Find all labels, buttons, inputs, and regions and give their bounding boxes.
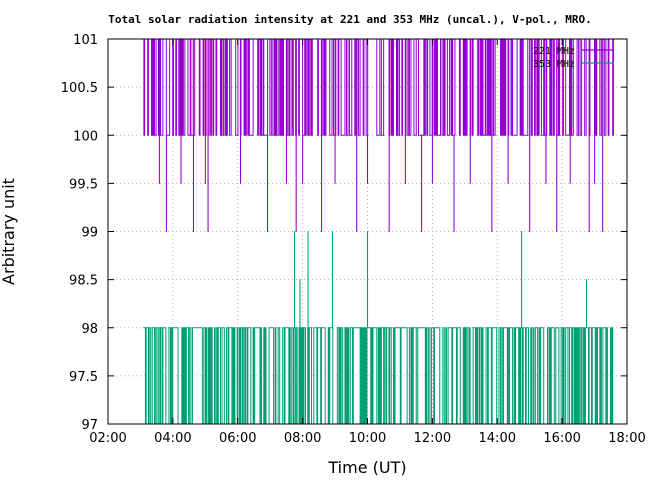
- y-tick-label: 100: [73, 129, 98, 144]
- x-axis-label: Time (UT): [327, 458, 406, 477]
- y-tick-label: 99: [81, 226, 98, 241]
- x-tick-label: 12:00: [414, 431, 451, 446]
- x-tick-label: 10:00: [349, 431, 386, 446]
- y-tick-label: 97: [81, 418, 98, 433]
- axis-ticks: 97 97.5 98 98.5 99 99.5 100 100.5 101 02:00 04:00 0…: [61, 33, 646, 446]
- y-tick-label: 98.5: [69, 274, 98, 289]
- y-tick-label: 97.5: [69, 370, 98, 385]
- y-axis-label: Arbitrary unit: [0, 178, 18, 285]
- x-tick-label: 06:00: [219, 431, 256, 446]
- chart-title: Total solar radiation intensity at 221 a…: [108, 13, 591, 26]
- legend-label: 353 MHz: [533, 59, 575, 70]
- y-tick-label: 100.5: [61, 81, 98, 96]
- legend: 221 MHz 353 MHz: [533, 46, 614, 70]
- x-tick-label: 18:00: [608, 431, 645, 446]
- y-tick-label: 99.5: [69, 177, 98, 192]
- y-tick-label: 98: [81, 322, 98, 337]
- x-tick-label: 02:00: [89, 431, 126, 446]
- legend-label: 221 MHz: [533, 46, 575, 57]
- x-tick-label: 04:00: [154, 431, 191, 446]
- x-tick-label: 14:00: [479, 431, 516, 446]
- y-tick-label: 101: [73, 33, 98, 48]
- x-tick-label: 16:00: [543, 431, 580, 446]
- x-tick-label: 08:00: [284, 431, 321, 446]
